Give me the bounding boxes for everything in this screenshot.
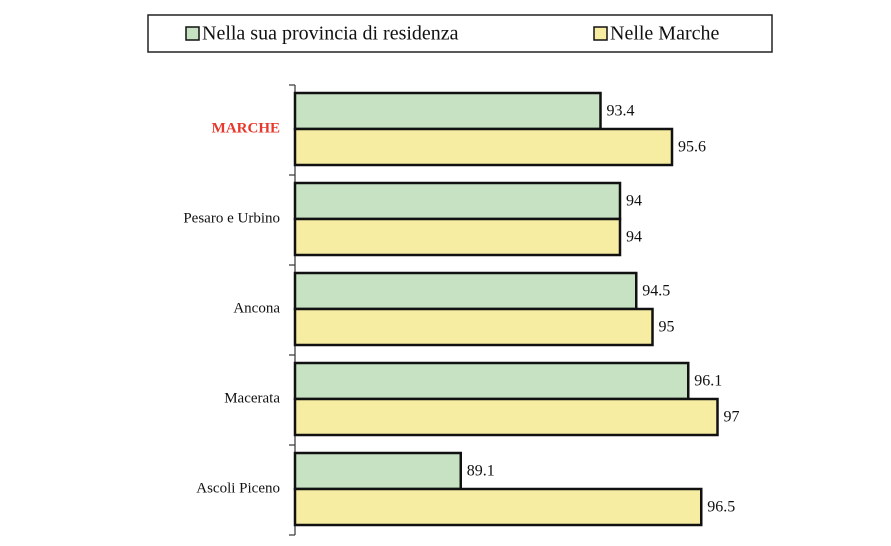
legend-swatch (593, 26, 608, 41)
bar (293, 127, 674, 167)
category-label: MARCHE (212, 120, 280, 136)
bar (293, 397, 719, 437)
legend-label: Nelle Marche (610, 23, 720, 45)
category-label: Pesaro e Urbino (183, 210, 280, 226)
value-label: 89.1 (467, 463, 495, 480)
value-label: 93.4 (607, 103, 635, 120)
bar (293, 487, 703, 527)
legend-swatch (185, 26, 200, 41)
bar (293, 181, 622, 221)
value-label: 94 (626, 229, 642, 246)
value-label: 96.5 (707, 499, 735, 516)
bar (293, 361, 690, 401)
value-label: 94.5 (642, 283, 670, 300)
value-label: 95 (659, 319, 675, 336)
category-label: Ancona (233, 300, 280, 316)
legend-box (147, 14, 773, 53)
category-label: Ascoli Piceno (196, 480, 280, 496)
value-label: 96.1 (694, 373, 722, 390)
legend-label: Nella sua provincia di residenza (202, 23, 459, 45)
bar (293, 91, 602, 131)
bar (293, 307, 654, 347)
bar (293, 217, 622, 257)
category-label: Macerata (224, 390, 280, 406)
bar (293, 271, 638, 311)
value-label: 97 (724, 409, 740, 426)
value-label: 95.6 (678, 139, 706, 156)
value-label: 94 (626, 193, 642, 210)
bar (293, 451, 462, 491)
